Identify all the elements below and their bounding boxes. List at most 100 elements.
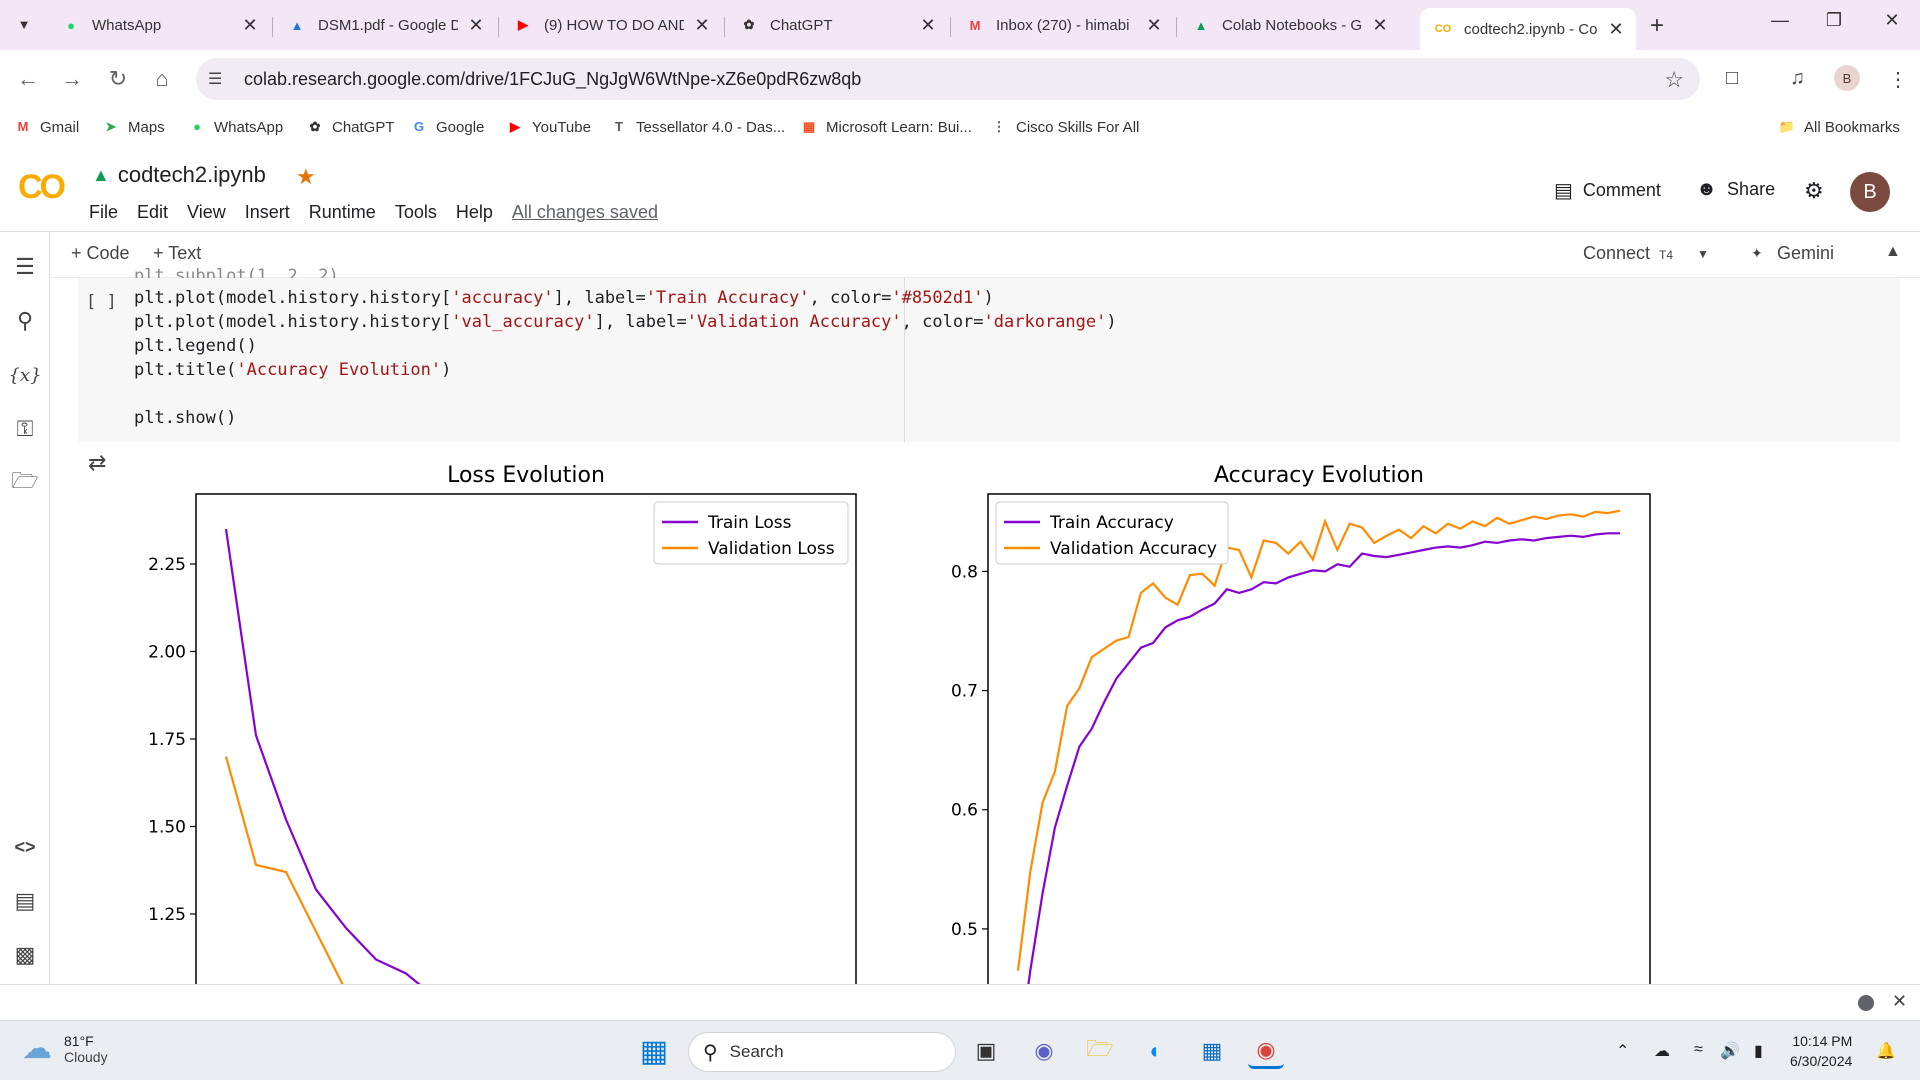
settings-button[interactable]: ⚙ bbox=[1804, 178, 1824, 204]
close-icon[interactable]: ✕ bbox=[920, 14, 936, 35]
bookmark-chatgpt[interactable]: ✿ ChatGPT bbox=[306, 118, 395, 136]
close-icon[interactable]: ✕ bbox=[1608, 18, 1624, 39]
menu-tools[interactable]: Tools bbox=[394, 202, 437, 222]
command-palette-icon[interactable]: ▤ bbox=[14, 888, 36, 913]
tab-colab-notebooks[interactable]: ▲ Colab Notebooks - G ✕ bbox=[1178, 8, 1400, 42]
terminal-icon[interactable]: ▩ bbox=[14, 942, 36, 967]
menu-insert[interactable]: Insert bbox=[244, 202, 290, 222]
y-tick-label: 0.6 bbox=[951, 801, 978, 821]
output-toggle-icon[interactable]: ⇄ bbox=[88, 450, 107, 475]
add-code-button[interactable]: + Code bbox=[71, 243, 130, 263]
close-window-button[interactable]: ✕ bbox=[1884, 10, 1900, 30]
add-text-button[interactable]: + Text bbox=[153, 243, 202, 263]
bookmark-whatsapp[interactable]: ● WhatsApp bbox=[188, 118, 283, 136]
minimize-button[interactable]: — bbox=[1771, 10, 1789, 30]
weather-widget[interactable]: ☁ 81°F Cloudy bbox=[22, 1031, 108, 1066]
bookmark-tessellator[interactable]: T Tessellator 4.0 - Das... bbox=[610, 118, 785, 136]
edge-icon[interactable]: ◐ bbox=[1149, 1038, 1163, 1063]
media-control-icon[interactable]: ♫ bbox=[1790, 67, 1805, 89]
bookmark-gmail[interactable]: M Gmail bbox=[14, 118, 80, 136]
volume-icon[interactable]: 🔊 bbox=[1720, 1043, 1740, 1060]
more-menu-icon[interactable]: ⋮ bbox=[1888, 69, 1908, 91]
bookmark-star-icon[interactable]: ☆ bbox=[1664, 67, 1684, 92]
home-button[interactable]: ⌂ bbox=[148, 66, 176, 92]
matplotlib-figure: Loss Evolution 2.252.001.751.501.251.00T… bbox=[148, 463, 1651, 984]
star-icon[interactable]: ★ bbox=[296, 164, 316, 189]
file-explorer-icon[interactable]: 🗁 bbox=[1086, 1036, 1114, 1061]
windows-start-icon[interactable]: ▦ bbox=[639, 1034, 669, 1068]
comment-button[interactable]: ▤ Comment bbox=[1554, 178, 1661, 203]
chevron-up-icon[interactable]: ▲ bbox=[1885, 243, 1901, 260]
forward-button[interactable]: → bbox=[58, 66, 86, 92]
tab-gmail-inbox[interactable]: M Inbox (270) - himabi ✕ bbox=[952, 8, 1174, 42]
chrome-icon[interactable]: ◉ bbox=[1248, 1033, 1284, 1069]
chevron-down-icon[interactable]: ▼ bbox=[1697, 247, 1709, 261]
tab-title: ChatGPT bbox=[770, 16, 833, 34]
table-of-contents-icon[interactable]: ☰ bbox=[15, 254, 35, 279]
tab-search-button[interactable]: ▼ bbox=[10, 10, 38, 38]
code-line: plt.title('Accuracy Evolution') bbox=[134, 360, 452, 380]
close-icon[interactable]: ✕ bbox=[694, 14, 710, 35]
share-button[interactable]: ☻ Share bbox=[1696, 178, 1775, 201]
folder-icon[interactable]: 🗁 bbox=[11, 468, 39, 493]
browser-profile-avatar[interactable]: B bbox=[1834, 65, 1860, 91]
bookmark-google[interactable]: G Google bbox=[410, 118, 484, 136]
extensions-icon[interactable]: □ bbox=[1726, 67, 1739, 89]
close-icon[interactable]: ✕ bbox=[1372, 14, 1388, 35]
bookmark-youtube[interactable]: ▶ YouTube bbox=[506, 118, 591, 136]
system-clock[interactable]: 10:14 PM 6/30/2024 bbox=[1790, 1031, 1852, 1071]
tab-chatgpt[interactable]: ✿ ChatGPT ✕ bbox=[726, 8, 948, 42]
tab-codtech2-active[interactable]: CO codtech2.ipynb - Col ✕ bbox=[1420, 8, 1636, 50]
chevron-up-icon[interactable]: ⌃ bbox=[1616, 1043, 1630, 1060]
store-icon[interactable]: ▦ bbox=[1201, 1038, 1223, 1063]
teams-icon[interactable]: ◉ bbox=[1034, 1038, 1054, 1063]
taskbar-search[interactable]: ⚲ Search bbox=[688, 1032, 956, 1072]
series-line-train-loss bbox=[224, 528, 421, 984]
gmail-icon: M bbox=[969, 17, 981, 33]
reload-button[interactable]: ↻ bbox=[104, 66, 132, 92]
close-icon[interactable]: ✕ bbox=[1892, 991, 1908, 1011]
bookmark-maps[interactable]: ➤ Maps bbox=[102, 118, 165, 136]
code-snippets-icon[interactable]: <> bbox=[14, 836, 36, 857]
left-sidebar: ☰ ⚲ {x} ⚿ 🗁 <> ▤ ▩ bbox=[0, 232, 50, 984]
close-icon[interactable]: ✕ bbox=[242, 14, 258, 35]
site-info-icon[interactable]: ☰ bbox=[208, 71, 223, 88]
close-icon[interactable]: ✕ bbox=[468, 14, 484, 35]
address-bar[interactable]: ☰ colab.research.google.com/drive/1FCJuG… bbox=[196, 58, 1700, 100]
browser-tab-strip: ▼ ● WhatsApp ✕ ▲ DSM1.pdf - Google D ✕ ▶… bbox=[0, 0, 1920, 50]
menu-view[interactable]: View bbox=[187, 202, 226, 222]
cell-divider bbox=[904, 278, 905, 442]
notifications-icon[interactable]: 🔔 bbox=[1876, 1043, 1896, 1060]
battery-icon[interactable]: ▮ bbox=[1754, 1043, 1763, 1060]
restore-button[interactable]: ❐ bbox=[1825, 10, 1843, 30]
save-status[interactable]: All changes saved bbox=[511, 202, 658, 222]
all-bookmarks[interactable]: 📁 All Bookmarks bbox=[1778, 118, 1900, 136]
account-avatar[interactable]: B bbox=[1850, 172, 1890, 212]
onedrive-icon[interactable]: ☁ bbox=[1654, 1043, 1670, 1060]
menu-file[interactable]: File bbox=[89, 202, 119, 222]
task-view-icon[interactable]: ▣ bbox=[975, 1038, 997, 1063]
menu-help[interactable]: Help bbox=[455, 202, 493, 222]
tab-dsm1-pdf[interactable]: ▲ DSM1.pdf - Google D ✕ bbox=[274, 8, 496, 42]
chart-title-accuracy: Accuracy Evolution bbox=[1214, 463, 1424, 488]
back-button[interactable]: ← bbox=[14, 66, 42, 92]
menu-runtime[interactable]: Runtime bbox=[308, 202, 376, 222]
search-icon[interactable]: ⚲ bbox=[16, 308, 34, 333]
colab-logo[interactable]: CO bbox=[18, 168, 66, 206]
tab-whatsapp[interactable]: ● WhatsApp ✕ bbox=[48, 8, 270, 42]
bookmark-microsoft-learn[interactable]: ▦ Microsoft Learn: Bui... bbox=[800, 118, 972, 136]
new-tab-button[interactable]: + bbox=[1650, 12, 1664, 40]
notebook-title[interactable]: ▲ codtech2.ipynb bbox=[92, 162, 266, 188]
gemini-button[interactable]: Gemini bbox=[1777, 243, 1835, 263]
key-icon[interactable]: ⚿ bbox=[16, 416, 34, 441]
bookmark-cisco[interactable]: ⋮ Cisco Skills For All bbox=[990, 118, 1140, 136]
close-icon[interactable]: ✕ bbox=[1146, 14, 1162, 35]
code-cell[interactable] bbox=[78, 278, 1900, 442]
connect-button[interactable]: Connect bbox=[1583, 243, 1651, 263]
menu-edit[interactable]: Edit bbox=[137, 202, 169, 222]
run-cell-button[interactable]: [ ] bbox=[86, 292, 117, 312]
wifi-icon[interactable]: ≈ bbox=[1694, 1041, 1703, 1058]
cisco-icon: ⋮ bbox=[992, 119, 1006, 134]
tab-youtube[interactable]: ▶ (9) HOW TO DO AND ✕ bbox=[500, 8, 722, 42]
variables-icon[interactable]: {x} bbox=[8, 364, 42, 386]
